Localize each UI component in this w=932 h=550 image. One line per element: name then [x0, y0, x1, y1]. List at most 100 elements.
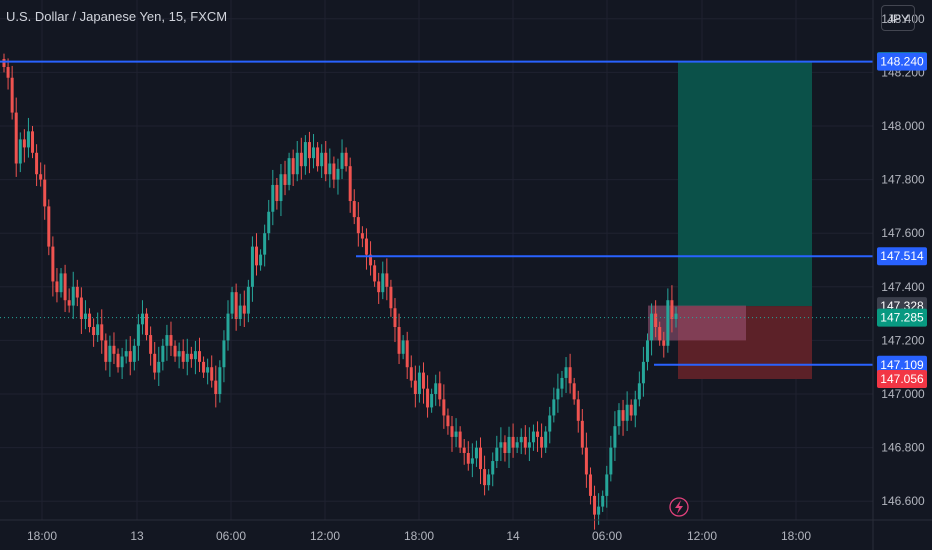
- price-label-147.514: 147.514: [877, 247, 927, 266]
- candle-body: [523, 436, 527, 448]
- candle: [59, 268, 63, 298]
- y-tick-label: 147.600: [881, 226, 925, 240]
- candle: [75, 279, 79, 307]
- candle: [405, 331, 409, 380]
- candle-body: [140, 313, 144, 325]
- candle: [332, 156, 336, 189]
- candle-body: [100, 324, 104, 341]
- candle-body: [450, 426, 454, 437]
- candle: [340, 139, 344, 180]
- currency-button[interactable]: JPY: [881, 5, 915, 31]
- candle-body: [397, 327, 401, 354]
- price-labels: 148.242148.240147.514147.328147.285147.1…: [877, 52, 927, 389]
- candle: [55, 268, 59, 303]
- candle-body: [625, 404, 629, 421]
- candle-body: [14, 112, 18, 164]
- candle-body: [185, 353, 189, 362]
- candle: [218, 360, 222, 403]
- candle-body: [31, 131, 35, 153]
- candle-body: [584, 447, 588, 475]
- candle-body: [157, 361, 161, 373]
- candle-body: [189, 353, 193, 360]
- candle-body: [405, 340, 409, 368]
- candle: [271, 169, 275, 226]
- candle: [666, 288, 670, 353]
- candle: [515, 436, 519, 453]
- x-tick-label: 18:00: [27, 529, 57, 543]
- candle: [67, 288, 71, 313]
- candle: [369, 241, 373, 276]
- lightning-bolt-icon[interactable]: [669, 497, 689, 517]
- candle-body: [165, 335, 169, 346]
- candle-body: [381, 273, 385, 293]
- candle: [568, 353, 572, 394]
- candle-body: [479, 447, 483, 470]
- candle-body: [222, 340, 226, 368]
- candle-body: [670, 300, 674, 319]
- candle: [210, 355, 214, 388]
- candle: [299, 137, 303, 180]
- candle: [153, 342, 157, 380]
- price-label-bg: [877, 370, 927, 389]
- candle: [426, 375, 430, 418]
- candle: [421, 362, 425, 404]
- candle: [259, 249, 263, 271]
- candle-body: [593, 495, 597, 515]
- candle: [22, 129, 26, 163]
- candle: [234, 283, 238, 331]
- candle: [287, 152, 291, 191]
- candle-body: [283, 174, 287, 185]
- candle: [527, 427, 531, 462]
- price-label-text: 147.056: [880, 372, 924, 386]
- candle: [18, 132, 22, 173]
- candle-body: [540, 436, 544, 448]
- candle-body: [633, 399, 637, 416]
- price-label-147.056: 147.056: [877, 370, 927, 389]
- candle: [206, 358, 210, 385]
- candle: [503, 435, 507, 462]
- candle: [177, 342, 181, 369]
- candle-body: [356, 217, 360, 234]
- candle-body: [116, 353, 120, 368]
- candle: [454, 418, 458, 448]
- x-tick-label: 12:00: [310, 529, 340, 543]
- position-zones: [648, 61, 812, 380]
- candle: [523, 425, 527, 455]
- candle: [495, 435, 499, 468]
- candle: [136, 314, 140, 361]
- candle-body: [352, 201, 356, 218]
- y-tick-label: 146.600: [881, 494, 925, 508]
- candle-body: [18, 139, 22, 164]
- target-zone[interactable]: [678, 61, 812, 307]
- candle: [104, 333, 108, 371]
- price-label-bg: [877, 52, 927, 71]
- candle-body: [430, 394, 434, 408]
- candle-body: [22, 139, 26, 148]
- x-tick-label: 06:00: [216, 529, 246, 543]
- candle-body: [588, 474, 592, 496]
- candle-body: [10, 77, 14, 113]
- candle: [442, 384, 446, 429]
- candle-body: [434, 383, 438, 395]
- candle-body: [96, 324, 100, 336]
- candles: [2, 53, 678, 530]
- candle-body: [320, 152, 324, 167]
- candle: [185, 338, 189, 376]
- candle-body: [466, 452, 470, 464]
- candle-body: [271, 184, 275, 212]
- candle: [511, 423, 515, 458]
- horizontal-lines[interactable]: [0, 60, 873, 366]
- entry-box[interactable]: [648, 305, 746, 341]
- candle: [641, 346, 645, 397]
- price-label-bg: [877, 355, 927, 374]
- candle-body: [75, 286, 79, 298]
- candle: [352, 189, 356, 225]
- candle-body: [364, 238, 368, 255]
- candle: [6, 58, 10, 90]
- candle: [674, 306, 678, 328]
- candle: [637, 371, 641, 407]
- candle-body: [507, 436, 511, 453]
- candle-body: [328, 163, 332, 175]
- candle: [450, 416, 454, 452]
